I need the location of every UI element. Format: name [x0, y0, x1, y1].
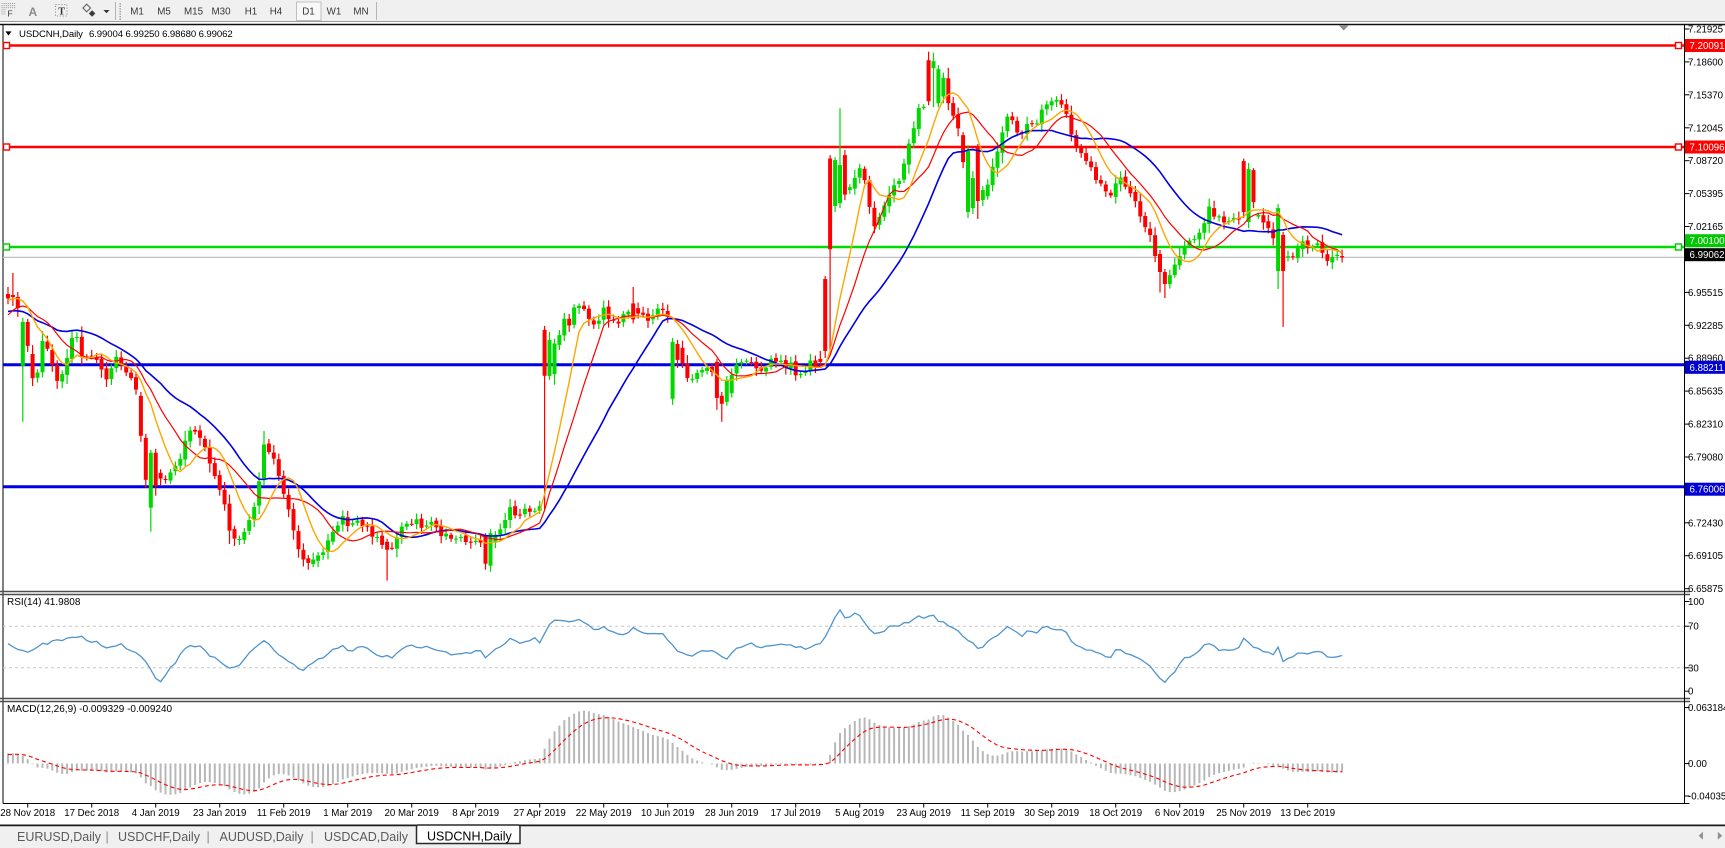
svg-text:10 Jun 2019: 10 Jun 2019 — [641, 808, 694, 819]
svg-text:13 Dec 2019: 13 Dec 2019 — [1280, 808, 1335, 819]
svg-text:6.95515: 6.95515 — [1688, 288, 1723, 299]
svg-text:M15: M15 — [184, 7, 204, 18]
svg-text:RSI(14) 41.9808: RSI(14) 41.9808 — [7, 597, 81, 608]
svg-text:M1: M1 — [130, 7, 144, 18]
svg-text:18 Oct 2019: 18 Oct 2019 — [1089, 808, 1142, 819]
svg-text:11 Feb 2019: 11 Feb 2019 — [257, 808, 311, 819]
svg-text:USDCNH,Daily: USDCNH,Daily — [427, 830, 512, 844]
svg-text:100: 100 — [1688, 597, 1705, 608]
svg-text:23 Jan 2019: 23 Jan 2019 — [193, 808, 246, 819]
svg-text:USDCNH,Daily: USDCNH,Daily — [19, 29, 83, 40]
svg-text:F: F — [8, 9, 13, 19]
svg-text:5 Aug 2019: 5 Aug 2019 — [835, 808, 884, 819]
svg-text:7.15370: 7.15370 — [1688, 90, 1724, 101]
svg-text:MN: MN — [353, 7, 368, 18]
svg-text:7.02165: 7.02165 — [1688, 222, 1723, 233]
svg-text:6.72430: 6.72430 — [1688, 518, 1724, 529]
svg-text:7.12045: 7.12045 — [1688, 123, 1723, 134]
svg-text:0.063184: 0.063184 — [1688, 703, 1725, 714]
svg-text:|: | — [106, 830, 109, 844]
svg-text:6.85635: 6.85635 — [1688, 387, 1723, 398]
svg-text:6.82310: 6.82310 — [1688, 420, 1724, 431]
svg-text:7.18600: 7.18600 — [1688, 57, 1724, 68]
svg-text:7.20091: 7.20091 — [1690, 41, 1725, 52]
svg-text:H4: H4 — [270, 7, 283, 18]
svg-text:M30: M30 — [211, 7, 231, 18]
svg-text:6.65875: 6.65875 — [1688, 584, 1723, 595]
svg-text:23 Aug 2019: 23 Aug 2019 — [896, 808, 950, 819]
svg-text:6.76006: 6.76006 — [1690, 485, 1725, 496]
svg-text:27 Apr 2019: 27 Apr 2019 — [514, 808, 566, 819]
svg-text:6.69105: 6.69105 — [1688, 551, 1723, 562]
svg-text:4 Jan 2019: 4 Jan 2019 — [132, 808, 180, 819]
svg-text:6.99004 6.99250 6.98680 6.9906: 6.99004 6.99250 6.98680 6.99062 — [89, 29, 233, 40]
svg-text:6.92285: 6.92285 — [1688, 321, 1723, 332]
svg-text:6 Nov 2019: 6 Nov 2019 — [1155, 808, 1205, 819]
svg-text:17 Jul 2019: 17 Jul 2019 — [771, 808, 821, 819]
svg-text:EURUSD,Daily: EURUSD,Daily — [17, 830, 102, 844]
svg-text:30: 30 — [1688, 663, 1699, 674]
svg-text:0.00: 0.00 — [1688, 759, 1707, 770]
svg-text:7.00100: 7.00100 — [1690, 236, 1725, 247]
svg-text:6.88960: 6.88960 — [1688, 354, 1724, 365]
svg-text:7.10096: 7.10096 — [1690, 143, 1725, 154]
svg-text:22 May 2019: 22 May 2019 — [576, 808, 632, 819]
svg-text:30 Sep 2019: 30 Sep 2019 — [1024, 808, 1079, 819]
svg-text:-0.040355: -0.040355 — [1688, 792, 1725, 803]
svg-text:28 Nov 2018: 28 Nov 2018 — [0, 808, 55, 819]
svg-text:USDCHF,Daily: USDCHF,Daily — [118, 830, 201, 844]
svg-text:25 Nov 2019: 25 Nov 2019 — [1216, 808, 1271, 819]
svg-text:A: A — [29, 5, 38, 19]
svg-text:W1: W1 — [327, 7, 342, 18]
svg-text:0: 0 — [1688, 687, 1694, 698]
svg-text:D1: D1 — [302, 7, 315, 18]
svg-text:AUDUSD,Daily: AUDUSD,Daily — [220, 830, 305, 844]
svg-text:7.21925: 7.21925 — [1688, 25, 1723, 36]
svg-text:70: 70 — [1688, 622, 1699, 633]
svg-text:11 Sep 2019: 11 Sep 2019 — [961, 808, 1015, 819]
svg-text:6.88211: 6.88211 — [1690, 363, 1724, 374]
svg-text:1 Mar 2019: 1 Mar 2019 — [323, 808, 372, 819]
svg-text:6.99062: 6.99062 — [1690, 250, 1725, 261]
svg-text:USDCAD,Daily: USDCAD,Daily — [324, 830, 409, 844]
svg-text:MACD(12,26,9) -0.009329 -0.009: MACD(12,26,9) -0.009329 -0.009240 — [7, 704, 173, 715]
svg-text:H1: H1 — [245, 7, 258, 18]
svg-text:20 Mar 2019: 20 Mar 2019 — [384, 808, 438, 819]
svg-text:|: | — [311, 830, 314, 844]
svg-text:7.08720: 7.08720 — [1688, 156, 1724, 167]
svg-text:|: | — [207, 830, 210, 844]
svg-text:T: T — [58, 7, 65, 18]
svg-text:6.79080: 6.79080 — [1688, 453, 1724, 464]
svg-text:17 Dec 2018: 17 Dec 2018 — [64, 808, 119, 819]
svg-text:7.05395: 7.05395 — [1688, 189, 1723, 200]
svg-text:M5: M5 — [157, 7, 171, 18]
svg-text:28 Jun 2019: 28 Jun 2019 — [705, 808, 758, 819]
svg-text:8 Apr 2019: 8 Apr 2019 — [452, 808, 499, 819]
